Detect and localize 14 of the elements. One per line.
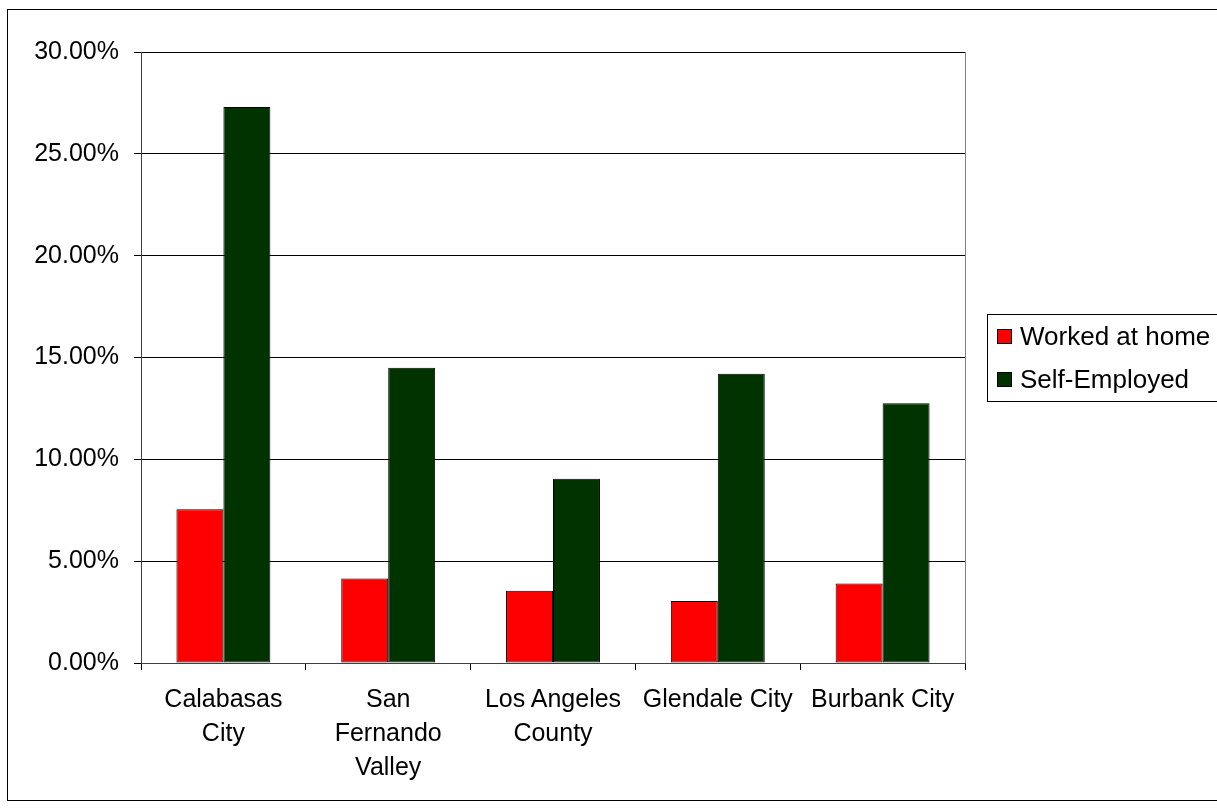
x-tick-label: Glendale City <box>642 683 794 712</box>
y-tick-label: 25.00% <box>34 137 119 166</box>
legend-label: Worked at home <box>1020 320 1211 352</box>
y-tick-label: 15.00% <box>34 341 119 370</box>
y-tick-label: 20.00% <box>34 239 119 268</box>
y-tick-label: 0.00% <box>48 646 119 675</box>
y-tick-label: 5.00% <box>48 545 119 574</box>
y-tick-label: 30.00% <box>34 35 119 64</box>
x-tick-label: Los Angeles County <box>484 683 622 746</box>
legend-label: Self-Employed <box>1020 363 1190 395</box>
y-tick-label: 10.00% <box>34 443 119 472</box>
x-tick-label: Calabasas City <box>164 683 283 746</box>
x-tick-label: Burbank City <box>811 683 955 712</box>
x-tick-label: San Fernando Valley <box>334 683 442 780</box>
